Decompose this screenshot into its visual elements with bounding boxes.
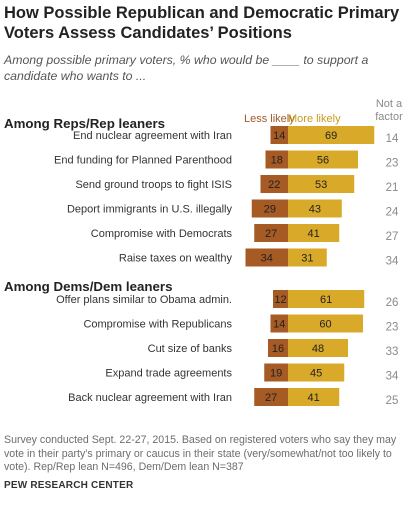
more-likely-bar <box>288 175 355 193</box>
less-likely-bar <box>260 175 288 193</box>
not-a-factor-value: 24 <box>386 207 399 219</box>
less-likely-bar <box>254 388 288 406</box>
less-likely-bar <box>265 150 288 169</box>
more-likely-bar <box>288 314 363 333</box>
more-likely-bar <box>288 290 365 308</box>
more-likely-bar <box>288 339 348 357</box>
more-likely-value: 48 <box>312 343 324 355</box>
more-likely-bar <box>288 199 342 218</box>
less-likely-value: 27 <box>265 228 277 240</box>
not-a-factor-value: 25 <box>386 395 399 407</box>
row-label: End nuclear agreement with Iran <box>73 130 232 142</box>
more-likely-bar <box>288 363 345 382</box>
diverging-bar-chart: End nuclear agreement with Iran 14 69 14 End… <box>54 126 399 407</box>
more-likely-value: 61 <box>320 294 332 306</box>
more-likely-value: 43 <box>309 204 321 216</box>
less-likely-bar <box>270 314 288 333</box>
row-label: Send ground troops to fight ISIS <box>75 179 232 191</box>
source-credit: PEW RESEARCH CENTER <box>4 480 134 491</box>
row-label: Compromise with Republicans <box>83 319 232 331</box>
more-likely-bar <box>288 150 358 169</box>
less-likely-bar <box>264 363 288 382</box>
row-label: Compromise with Democrats <box>91 228 233 240</box>
not-a-factor-value: 34 <box>386 371 399 383</box>
not-a-factor-value: 34 <box>386 256 399 268</box>
section-heading-dems: Among Dems/Dem leaners <box>4 279 173 294</box>
section-heading-reps: Among Reps/Rep leaners <box>4 116 166 131</box>
less-likely-bar <box>270 126 288 144</box>
not-a-factor-value: 26 <box>386 297 399 309</box>
not-a-factor-value: 21 <box>386 182 399 194</box>
row-label: Expand trade agreements <box>105 368 232 380</box>
more-likely-value: 45 <box>310 368 322 380</box>
less-likely-value: 27 <box>265 392 277 404</box>
less-likely-value: 14 <box>273 130 285 142</box>
more-likely-value: 69 <box>325 130 337 142</box>
chart-title: How Possible Republican and Democratic P… <box>4 4 400 42</box>
less-likely-value: 22 <box>268 179 280 191</box>
not-a-factor-value: 23 <box>386 322 399 334</box>
more-likely-bar <box>288 248 327 267</box>
less-likely-bar <box>268 339 288 357</box>
more-likely-bar <box>288 224 340 242</box>
more-likely-value: 60 <box>319 319 331 331</box>
not-a-factor-value: 33 <box>386 346 399 358</box>
not-a-factor-header: Not a factor <box>375 98 403 123</box>
row-label: End funding for Planned Parenthood <box>54 155 232 167</box>
less-likely-header: Less likely <box>244 113 295 125</box>
less-likely-bar <box>245 248 288 267</box>
more-likely-bar <box>288 126 375 144</box>
survey-note: Survey conducted Sept. 22-27, 2015. Base… <box>4 434 397 473</box>
less-likely-value: 19 <box>270 368 282 380</box>
less-likely-value: 18 <box>271 155 283 167</box>
less-likely-value: 14 <box>273 319 285 331</box>
less-likely-bar <box>251 199 288 218</box>
more-likely-bar <box>288 388 340 406</box>
less-likely-bar <box>273 290 288 308</box>
more-likely-header: More likely <box>288 113 341 125</box>
chart-subtitle: Among possible primary voters, % who wou… <box>4 53 369 83</box>
more-likely-value: 31 <box>301 253 313 265</box>
not-a-factor-value: 14 <box>386 133 399 145</box>
less-likely-value: 29 <box>264 204 276 216</box>
not-a-factor-value: 23 <box>386 158 399 170</box>
less-likely-value: 12 <box>274 294 286 306</box>
row-label: Deport immigrants in U.S. illegally <box>67 204 233 216</box>
less-likely-value: 16 <box>272 343 284 355</box>
more-likely-value: 56 <box>317 155 329 167</box>
less-likely-bar <box>254 224 288 242</box>
row-label: Offer plans similar to Obama admin. <box>56 294 232 306</box>
row-label: Raise taxes on wealthy <box>119 253 233 265</box>
row-label: Cut size of banks <box>148 343 233 355</box>
more-likely-value: 41 <box>308 228 320 240</box>
less-likely-value: 34 <box>261 253 273 265</box>
more-likely-value: 41 <box>308 392 320 404</box>
more-likely-value: 53 <box>315 179 327 191</box>
row-label: Back nuclear agreement with Iran <box>68 392 232 404</box>
not-a-factor-value: 27 <box>386 231 399 243</box>
